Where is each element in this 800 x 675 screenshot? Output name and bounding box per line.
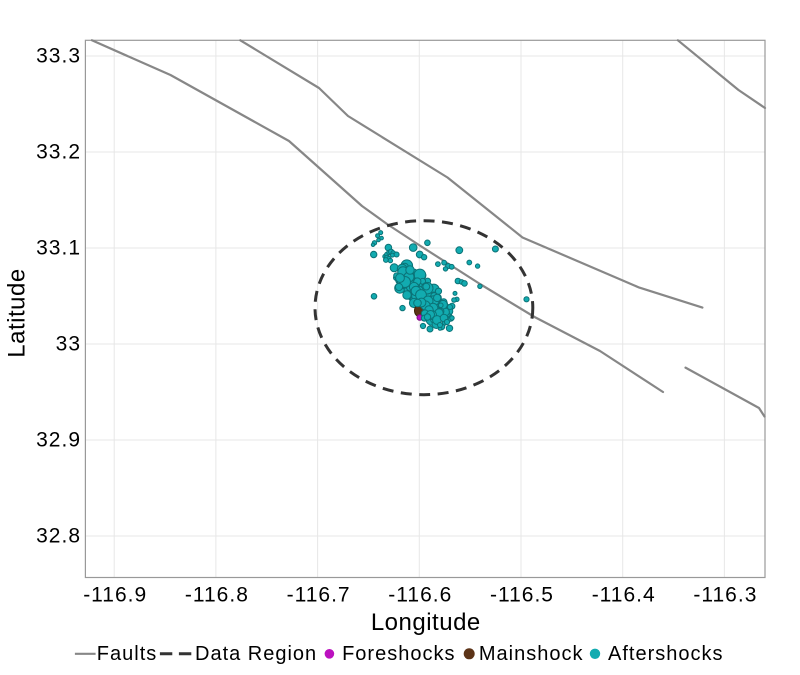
svg-text:-116.5: -116.5 xyxy=(490,584,554,607)
svg-text:Longitude: Longitude xyxy=(371,609,481,636)
svg-text:Foreshocks: Foreshocks xyxy=(342,643,455,665)
svg-text:Aftershocks: Aftershocks xyxy=(608,643,723,665)
svg-text:-116.3: -116.3 xyxy=(693,584,757,607)
svg-text:32.8: 32.8 xyxy=(36,525,81,548)
svg-text:Latitude: Latitude xyxy=(4,268,31,357)
svg-text:33: 33 xyxy=(56,333,81,356)
svg-text:Mainshock: Mainshock xyxy=(479,643,584,665)
svg-text:-116.6: -116.6 xyxy=(388,584,452,607)
svg-text:-116.7: -116.7 xyxy=(287,584,351,607)
svg-text:32.9: 32.9 xyxy=(36,429,81,452)
svg-text:33.3: 33.3 xyxy=(36,45,81,68)
svg-text:Faults: Faults xyxy=(97,643,157,665)
svg-text:-116.8: -116.8 xyxy=(185,584,249,607)
svg-text:33.2: 33.2 xyxy=(36,141,81,164)
svg-text:-116.9: -116.9 xyxy=(83,584,147,607)
svg-text:Data Region: Data Region xyxy=(195,643,317,665)
svg-text:-116.4: -116.4 xyxy=(592,584,656,607)
svg-text:33.1: 33.1 xyxy=(36,237,81,260)
